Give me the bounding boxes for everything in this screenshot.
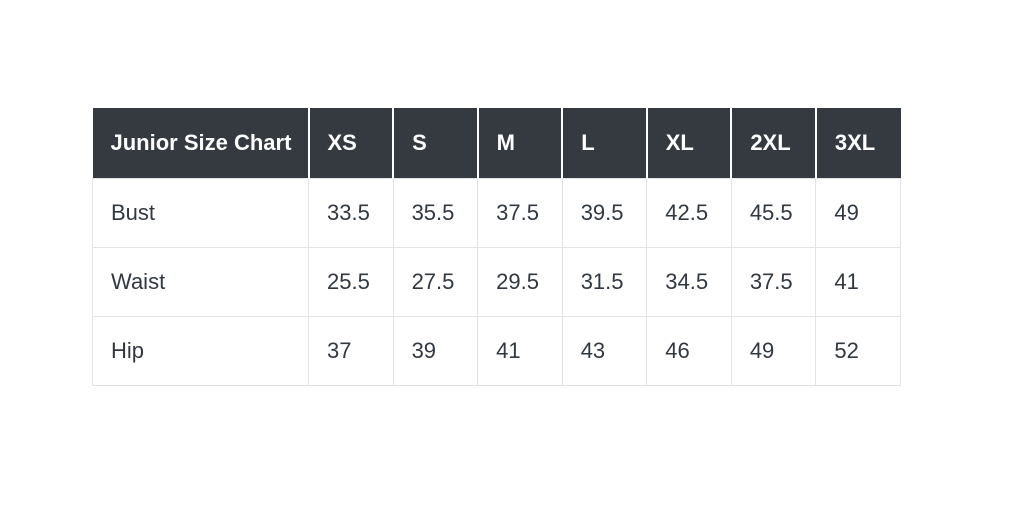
table-row-bust: Bust 33.5 35.5 37.5 39.5 42.5 45.5 49: [92, 177, 901, 248]
cell-waist-2xl: 37.5: [730, 246, 817, 317]
table-row-waist: Waist 25.5 27.5 29.5 31.5 34.5 37.5 41: [92, 246, 901, 317]
header-cell-2xl: 2XL: [731, 108, 817, 178]
row-label-hip: Hip: [92, 315, 309, 386]
table-row-hip: Hip 37 39 41 43 46 49 52: [92, 315, 901, 386]
size-chart-header: Junior Size Chart XS S M L XL 2XL 3XL: [92, 108, 901, 178]
cell-bust-2xl: 45.5: [730, 177, 817, 248]
cell-hip-xs: 37: [308, 315, 394, 386]
header-cell-m: M: [477, 108, 564, 178]
header-cell-3xl: 3XL: [815, 108, 901, 178]
cell-bust-s: 35.5: [392, 177, 479, 248]
cell-bust-m: 37.5: [477, 177, 563, 248]
cell-hip-m: 41: [477, 315, 563, 386]
header-cell-xs: XS: [308, 108, 395, 178]
table-title-cell: Junior Size Chart: [92, 108, 310, 178]
header-cell-s: S: [393, 108, 479, 178]
cell-hip-2xl: 49: [730, 315, 817, 386]
cell-waist-s: 27.5: [392, 246, 479, 317]
size-chart-body: Bust 33.5 35.5 37.5 39.5 42.5 45.5 49 Wa…: [92, 177, 901, 386]
row-label-bust: Bust: [92, 177, 309, 248]
cell-hip-xl: 46: [646, 315, 732, 386]
cell-hip-3xl: 52: [815, 315, 901, 386]
cell-hip-s: 39: [392, 315, 479, 386]
cell-waist-l: 31.5: [561, 246, 648, 317]
header-cell-l: L: [562, 108, 648, 178]
row-label-waist: Waist: [92, 246, 309, 317]
cell-waist-xs: 25.5: [308, 246, 394, 317]
junior-size-chart-table: Junior Size Chart XS S M L XL 2XL 3XL Bu…: [92, 108, 901, 386]
cell-waist-xl: 34.5: [646, 246, 732, 317]
header-cell-xl: XL: [646, 108, 733, 178]
size-chart-container: Junior Size Chart XS S M L XL 2XL 3XL Bu…: [92, 108, 901, 386]
cell-bust-xs: 33.5: [308, 177, 394, 248]
cell-bust-l: 39.5: [561, 177, 648, 248]
cell-waist-m: 29.5: [477, 246, 563, 317]
cell-waist-3xl: 41: [815, 246, 901, 317]
cell-hip-l: 43: [561, 315, 648, 386]
cell-bust-xl: 42.5: [646, 177, 732, 248]
cell-bust-3xl: 49: [815, 177, 901, 248]
header-row: Junior Size Chart XS S M L XL 2XL 3XL: [92, 108, 901, 178]
